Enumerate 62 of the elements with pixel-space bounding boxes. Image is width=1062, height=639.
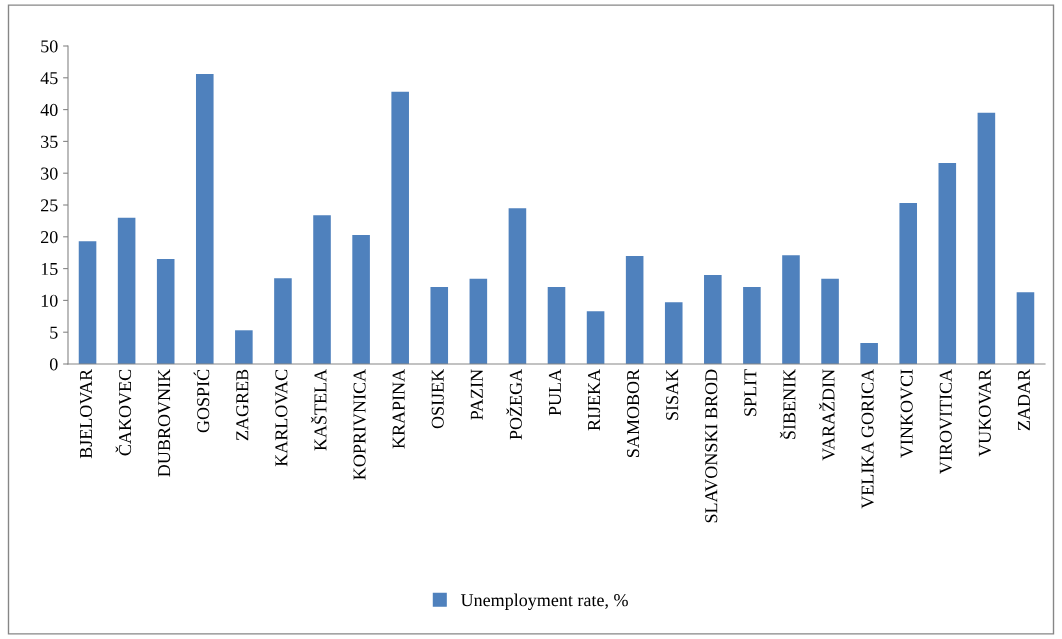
bar <box>274 278 292 364</box>
bar <box>235 330 253 364</box>
y-tick-label: 30 <box>41 167 58 180</box>
bar <box>586 311 605 364</box>
bar <box>625 255 644 364</box>
bar <box>704 274 722 364</box>
bar <box>313 215 331 364</box>
bar <box>938 163 957 364</box>
y-tick-label: 15 <box>41 262 58 276</box>
bar <box>430 287 449 364</box>
y-tick-label: 45 <box>40 72 58 85</box>
x-tick-label: SISAK <box>666 369 679 420</box>
x-tick-label: OSIJEK <box>431 369 444 429</box>
bar <box>547 287 566 364</box>
x-tick-label: SPLIT <box>744 369 757 416</box>
legend-label: Unemployment rate, % <box>460 593 628 610</box>
bar <box>352 234 370 364</box>
y-tick-label: 50 <box>41 40 58 53</box>
x-tick-label: ZAGREB <box>236 369 249 441</box>
bar <box>469 278 488 364</box>
x-tick-label: VINKOVCI <box>900 369 913 458</box>
bar <box>899 203 918 364</box>
x-tick-label: SLAVONSKI BROD <box>705 369 718 523</box>
y-tick-label: 10 <box>41 294 58 307</box>
x-tick-label: SAMOBOR <box>627 368 640 457</box>
x-tick-label: RIJEKA <box>588 368 601 431</box>
bar <box>78 241 97 364</box>
x-tick-label: KOPRIVNICA <box>353 368 366 480</box>
y-tick-label: 0 <box>49 358 58 371</box>
x-tick-label: VARAŽDIN <box>818 369 835 461</box>
x-tick-label: BJELOVAR <box>79 368 93 459</box>
y-tick-label: 25 <box>41 199 58 212</box>
x-tick-label: VELIKA GORICA <box>861 368 874 509</box>
bar <box>391 91 409 364</box>
bar <box>1016 292 1035 364</box>
y-tick-label: 40 <box>40 103 58 117</box>
bar <box>664 302 683 364</box>
bar <box>821 278 839 364</box>
x-tick-label: KAŠTELA <box>310 368 327 451</box>
x-tick-label: VUKOVAR <box>978 368 991 457</box>
x-tick-label: POŽEGA <box>506 368 522 440</box>
x-tick-label: ŠIBENIK <box>779 369 796 439</box>
bar <box>508 208 527 364</box>
bar <box>156 259 175 364</box>
x-tick-label: PULA <box>548 368 562 416</box>
bar <box>743 287 761 364</box>
x-tick-label: ČAKOVEC <box>115 369 132 456</box>
x-tick-label: PAZIN <box>470 369 483 420</box>
bar <box>860 343 878 364</box>
x-tick-label: VIROVITICA <box>939 368 952 474</box>
x-tick-label: ZADAR <box>1017 368 1030 431</box>
y-tick-label: 5 <box>50 326 58 339</box>
y-tick-label: 35 <box>41 135 58 148</box>
bar <box>782 255 800 364</box>
x-tick-label: DUBROVNIK <box>158 369 171 477</box>
bar <box>117 217 136 364</box>
x-tick-label: KARLOVAC <box>275 369 288 467</box>
x-tick-label: GOSPIĆ <box>193 369 210 433</box>
x-tick-label: KRAPINA <box>392 368 405 449</box>
bar <box>977 112 996 364</box>
bar <box>195 73 214 364</box>
y-tick-label: 20 <box>41 231 58 244</box>
